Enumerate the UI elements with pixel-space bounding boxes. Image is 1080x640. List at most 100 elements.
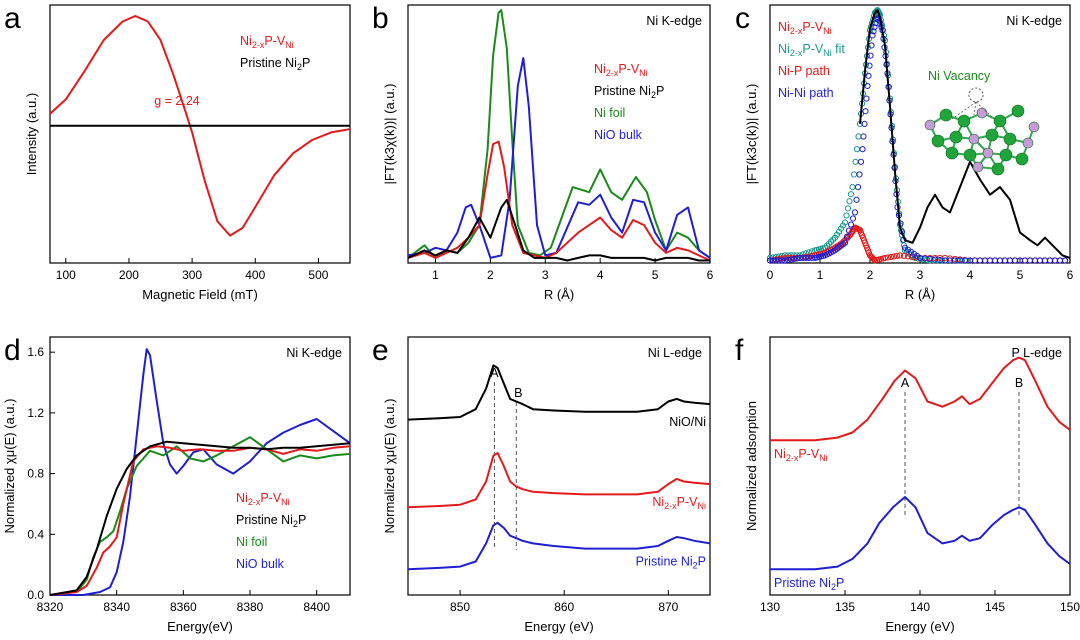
data-point	[848, 222, 853, 227]
ni-atom	[986, 129, 998, 141]
ni-atom	[1000, 149, 1012, 161]
data-point	[850, 185, 855, 190]
edge-title: Ni K-edge	[286, 346, 342, 360]
data-point	[1047, 258, 1052, 263]
x-tick-label: 300	[182, 268, 202, 282]
data-point	[1032, 258, 1037, 263]
data-point	[856, 134, 861, 139]
x-tick-label: 8320	[37, 600, 64, 614]
panel-f: f 130 135 140 145 150 Energy (eV) Normalized ad…	[735, 334, 1080, 634]
x-axis-label: R (Å)	[544, 287, 574, 302]
x-tick-label: 1	[817, 268, 824, 282]
data-point	[982, 258, 987, 263]
ni-atom	[932, 135, 944, 147]
ni-atom	[950, 131, 962, 143]
legend-entry: Ni2-xP-VNi	[240, 34, 294, 50]
legend-entry: Ni foil	[594, 106, 625, 120]
data-point	[992, 258, 997, 263]
data-point	[854, 147, 859, 152]
panel-letter: b	[372, 2, 389, 35]
series-label: Pristine Ni2P	[774, 576, 844, 592]
x-tick-label: 8340	[103, 600, 130, 614]
data-point	[1002, 258, 1007, 263]
p-atom	[1029, 122, 1039, 132]
y-tick-label: 0.0	[27, 588, 44, 602]
ni-vacancy-structure-inset: Ni Vacancy	[925, 69, 1039, 175]
x-tick-label: 140	[910, 600, 930, 614]
legend-entry: Ni2-xP-VNi fit	[778, 42, 845, 58]
data-point	[972, 258, 977, 263]
x-tick-label: 2	[487, 268, 494, 282]
data-point	[844, 213, 849, 218]
series-line-ni2-xp-vni	[408, 453, 710, 507]
data-point	[861, 134, 866, 139]
y-tick-label: 1.6	[27, 345, 44, 359]
data-point	[854, 197, 859, 202]
series-line-nio-ni	[408, 365, 710, 419]
data-point	[1027, 258, 1032, 263]
p-atom	[977, 108, 987, 118]
p-atom	[973, 162, 983, 172]
legend-entry: Ni-P path	[778, 64, 830, 78]
x-tick-label: 500	[308, 268, 328, 282]
y-tick-label: 1.2	[27, 406, 44, 420]
p-atom	[969, 134, 979, 144]
panel-b: b 1 2 3 4 5 6 R (Å) |FT(k3χ(k))| (a.u.) Ni K-edge…	[372, 2, 714, 302]
legend-entry: Pristine Ni2P	[236, 513, 306, 529]
data-point	[1012, 258, 1017, 263]
data-point	[867, 63, 872, 68]
peak-label-B: B	[514, 386, 522, 400]
ni-atom	[958, 115, 970, 127]
legend-entry: Ni2-xP-VNi	[236, 491, 290, 507]
plot-frame	[50, 5, 350, 263]
panel-letter: e	[372, 334, 389, 367]
data-point	[977, 258, 982, 263]
data-point	[1037, 258, 1042, 263]
panel-a: a 100 200 300 400 500 Magnetic Field (mT) Inten…	[4, 2, 350, 302]
y-axis-label: Normalized adsorption	[744, 401, 759, 531]
series-label: Ni2-xP-VNi	[652, 495, 706, 511]
legend-entry: Ni-Ni path	[778, 86, 834, 100]
data-point	[857, 172, 862, 177]
x-axis-label: R (Å)	[905, 287, 935, 302]
ni-vacancy-label: Ni Vacancy	[928, 69, 991, 83]
y-tick-label: 0.8	[27, 467, 44, 481]
data-point	[1052, 258, 1057, 263]
x-tick-label: 8360	[170, 600, 197, 614]
data-point	[858, 159, 863, 164]
x-tick-label: 3	[542, 268, 549, 282]
x-tick-label: 145	[985, 600, 1005, 614]
series-label: Ni2-xP-VNi	[774, 447, 828, 463]
data-point	[987, 258, 992, 263]
panel-d: d8320 8340 8360 8380 84000.00.40.81.21.6Ener…	[2, 334, 350, 634]
y-axis-label: Normalized χμ(E) (a.u.)	[2, 399, 17, 534]
y-axis-label: Intensity (a.u.)	[24, 93, 39, 175]
data-point	[1062, 258, 1067, 263]
x-axis-label: Energy (eV)	[885, 619, 954, 634]
ni-atom	[1016, 153, 1028, 165]
x-tick-label: 860	[554, 600, 574, 614]
series-label: Pristine Ni2P	[636, 554, 706, 570]
legend-entry: Ni2-xP-VNi	[594, 62, 648, 78]
panel-e: e850 860 870Energy (eV)Normalized χμ(E) (a…	[372, 334, 710, 634]
data-point	[1022, 258, 1027, 263]
y-axis-label: |FT(k3c(k))| (a.u.)	[744, 84, 759, 185]
x-tick-label: 6	[1067, 268, 1074, 282]
series-line-ni-foil	[408, 10, 710, 258]
data-point	[845, 206, 850, 211]
x-tick-label: 4	[597, 268, 604, 282]
p-atom	[925, 120, 935, 130]
x-tick-label: 100	[56, 268, 76, 282]
series-line-ni2-xp-vni	[860, 10, 1070, 258]
ni-atom	[994, 115, 1006, 127]
data-point	[853, 159, 858, 164]
plot-frame	[770, 337, 1070, 595]
legend-entry: Pristine Ni2P	[240, 56, 310, 72]
panel-letter: a	[4, 2, 21, 35]
ni-atom	[992, 163, 1004, 175]
ni-atom	[1012, 105, 1024, 117]
g-factor-annotation: g = 2.24	[154, 94, 200, 108]
vacancy-site	[969, 88, 983, 102]
x-tick-label: 150	[1060, 600, 1080, 614]
legend-entry: Pristine Ni2P	[594, 84, 664, 100]
